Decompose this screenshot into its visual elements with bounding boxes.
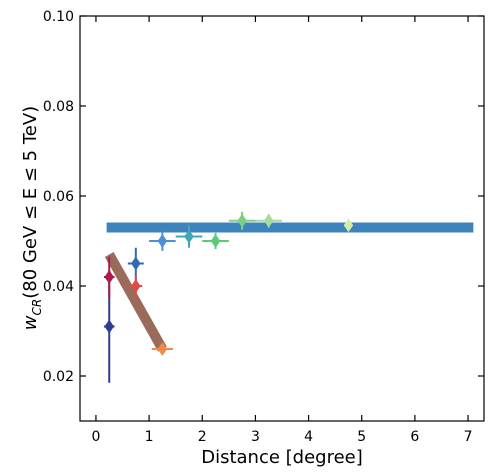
diamond-marker bbox=[343, 218, 354, 233]
plot-area bbox=[80, 16, 484, 421]
diamond-marker bbox=[210, 234, 221, 248]
diamond-marker bbox=[131, 256, 141, 271]
x-tick-label: 0 bbox=[91, 429, 100, 445]
diamond-marker bbox=[157, 342, 168, 356]
x-tick-label: 7 bbox=[464, 429, 473, 445]
x-tick-label: 2 bbox=[198, 429, 207, 445]
data-point bbox=[149, 231, 176, 251]
ticks-layer: 0 1 2 3 4 5 6 7 0.02 0.04 0.06 0.08 0.10 bbox=[43, 9, 484, 445]
diamond-marker bbox=[104, 270, 115, 284]
diamond-marker bbox=[237, 213, 247, 228]
x-tick-label: 3 bbox=[251, 429, 260, 445]
data-point bbox=[255, 213, 282, 228]
plot-frame bbox=[79, 15, 485, 422]
data-point bbox=[127, 247, 144, 280]
diamond-marker bbox=[131, 279, 141, 293]
y-tick-label: 0.06 bbox=[43, 189, 74, 205]
y-axis-title-rest: (80 GeV ≤ E ≤ 5 TeV) bbox=[20, 106, 41, 299]
data-point bbox=[151, 342, 174, 356]
x-tick-label: 6 bbox=[410, 429, 419, 445]
y-axis-title: wCR(80 GeV ≤ E ≤ 5 TeV) bbox=[20, 106, 44, 330]
diamond-marker bbox=[104, 319, 115, 334]
diamond-marker bbox=[263, 213, 274, 228]
data-point bbox=[103, 256, 115, 298]
x-tick-label: 5 bbox=[357, 429, 366, 445]
data-point bbox=[175, 225, 203, 248]
y-tick-label: 0.02 bbox=[43, 369, 74, 385]
data-point bbox=[228, 211, 256, 230]
data-point bbox=[202, 232, 229, 250]
x-tick-label: 4 bbox=[304, 429, 313, 445]
y-axis-title-sub: CR bbox=[30, 299, 44, 316]
data-point bbox=[129, 274, 143, 298]
data-points-layer bbox=[103, 211, 354, 383]
x-tick-label: 1 bbox=[145, 429, 154, 445]
x-axis-title: Distance [degree] bbox=[201, 447, 363, 468]
diamond-marker bbox=[184, 229, 194, 244]
diamond-marker bbox=[157, 234, 168, 248]
y-axis-title-main: w bbox=[20, 315, 41, 330]
y-tick-label: 0.04 bbox=[43, 279, 74, 295]
fit-line-2 bbox=[104, 252, 167, 352]
y-tick-label: 0.08 bbox=[43, 99, 74, 115]
fit-lines-layer bbox=[104, 222, 474, 352]
y-tick-label: 0.10 bbox=[43, 9, 74, 25]
data-point bbox=[343, 218, 354, 233]
